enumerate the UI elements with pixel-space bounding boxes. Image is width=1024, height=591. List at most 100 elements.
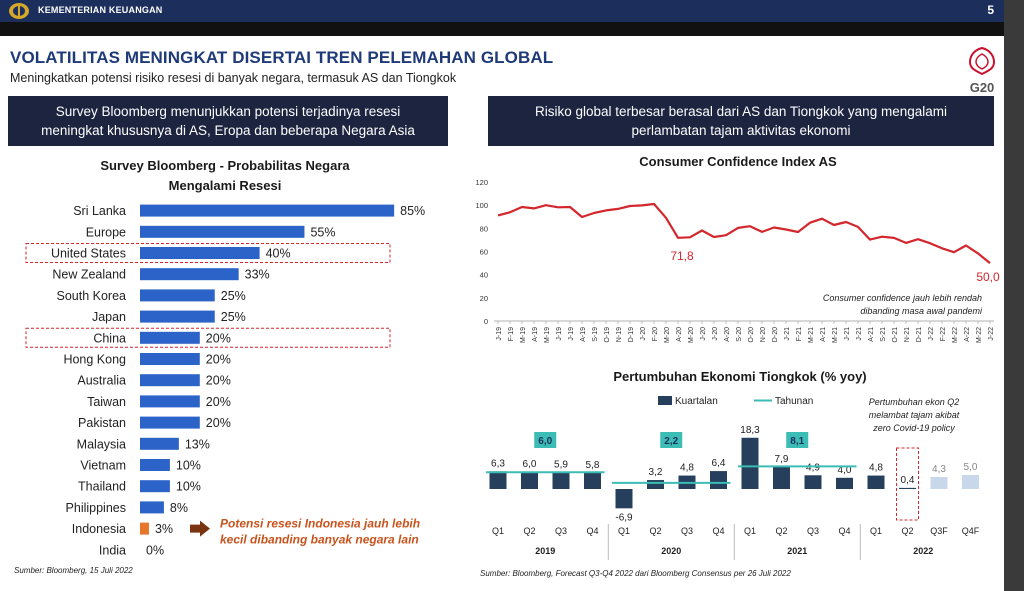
highlight-box: [25, 243, 391, 263]
y-tick-label: 20: [480, 294, 488, 303]
x-tick-label: M-19: [520, 327, 527, 343]
quarterly-bar: [710, 471, 727, 489]
quarterly-bar: [647, 480, 664, 489]
x-tick-label: D-20: [772, 327, 779, 342]
bar: [140, 310, 215, 323]
g20-logo-text: G20: [970, 80, 995, 95]
year-label: 2019: [535, 546, 555, 556]
quarterly-value-label: 4,8: [680, 463, 694, 474]
value-label: 3%: [155, 522, 173, 536]
quarter-label: Q2: [901, 526, 913, 536]
x-tick-label: A-20: [724, 327, 731, 342]
source-left: Sumber: Bloomberg, 15 Juli 2022: [14, 566, 133, 575]
indonesia-annotation-line1: Potensi resesi Indonesia jauh lebih: [220, 517, 420, 531]
x-tick-label: A-21: [868, 327, 875, 342]
low-2020-label: 71,8: [670, 249, 694, 263]
x-tick-label: A-20: [676, 327, 683, 342]
recession-chart-title-line2: Mengalami Resesi: [168, 178, 282, 193]
g20-logo: G20: [968, 46, 996, 95]
x-tick-label: J-20: [712, 327, 719, 341]
category-label: India: [99, 543, 126, 557]
left-banner: Survey Bloomberg menunjukkan potensi ter…: [8, 96, 448, 146]
bar: [140, 268, 239, 281]
x-tick-label: J-19: [496, 327, 503, 341]
quarter-label: Q3: [807, 526, 819, 536]
x-tick-label: F-20: [652, 327, 659, 342]
quarterly-value-label: 4,3: [932, 464, 946, 475]
x-tick-label: J-21: [844, 327, 851, 341]
quarterly-value-label: -6,9: [615, 512, 633, 523]
x-tick-label: O-21: [892, 327, 899, 343]
quarter-label: Q1: [492, 526, 504, 536]
annual-label-box: [660, 432, 683, 448]
bar: [140, 331, 200, 344]
value-label: 10%: [176, 459, 201, 473]
category-label: New Zealand: [52, 268, 126, 282]
annual-value-label: 2,2: [664, 436, 678, 447]
quarterly-bar: [741, 437, 759, 489]
value-label: 20%: [206, 395, 231, 409]
quarter-label: Q1: [744, 526, 756, 536]
china-growth-chart: Kuartalan Tahunan Pertumbuhan ekon Q2 melam…: [486, 396, 980, 560]
category-label: Pakistan: [78, 416, 126, 430]
category-label: Europe: [86, 225, 126, 239]
q2-2022-highlight-box: [896, 447, 919, 521]
x-tick-label: M-21: [808, 327, 815, 343]
quarterly-value-label: 7,9: [775, 454, 789, 465]
quarter-label: Q3: [681, 526, 693, 536]
quarterly-value-label: 6,4: [712, 458, 726, 469]
x-tick-label: M-20: [664, 327, 671, 343]
bar: [140, 395, 200, 408]
page-subtitle: Meningkatkan potensi risiko resesi di ba…: [10, 71, 457, 85]
x-tick-label: N-21: [904, 327, 911, 342]
quarter-label: Q2: [649, 526, 661, 536]
right-banner-line1: Risiko global terbesar berasal dari AS d…: [535, 104, 947, 119]
quarterly-bar: [521, 472, 538, 489]
quarter-label: Q4: [586, 526, 598, 536]
x-tick-label: M-21: [832, 327, 839, 343]
category-label: Philippines: [66, 501, 126, 515]
quarter-label: Q4: [712, 526, 724, 536]
bar: [140, 416, 200, 429]
quarter-label: Q4F: [962, 526, 980, 536]
annual-value-label: 8,1: [790, 436, 804, 447]
bar: [140, 289, 215, 302]
value-label: 55%: [310, 225, 335, 239]
x-tick-label: J-21: [856, 327, 863, 341]
bar: [140, 374, 200, 387]
quarterly-value-label: 5,8: [586, 460, 600, 471]
quarter-label: Q3F: [930, 526, 948, 536]
value-label: 8%: [170, 501, 188, 515]
x-tick-label: S-19: [592, 327, 599, 342]
bar: [140, 225, 305, 238]
quarterly-value-label: 6,3: [491, 458, 505, 469]
category-label: Taiwan: [87, 395, 126, 409]
ministry-name: KEMENTERIAN KEUANGAN: [38, 5, 163, 15]
quarterly-value-label: 5,9: [554, 459, 568, 470]
arrow-icon: [190, 520, 210, 537]
y-tick-label: 100: [475, 201, 488, 210]
cci-chart-title: Consumer Confidence Index AS: [639, 154, 837, 169]
quarter-label: Q4: [838, 526, 850, 536]
legend-quarterly-swatch: [658, 396, 672, 405]
value-label: 13%: [185, 437, 210, 451]
quarterly-bar: [899, 487, 916, 489]
x-tick-label: A-21: [820, 327, 827, 342]
category-label: Vietnam: [80, 459, 126, 473]
bar: [140, 204, 395, 217]
x-tick-label: A-22: [964, 327, 971, 342]
category-label: Malaysia: [77, 437, 126, 451]
y-tick-label: 60: [480, 248, 488, 257]
quarterly-bar: [930, 476, 948, 489]
x-tick-label: J-21: [784, 327, 791, 341]
legend-annual-label: Tahunan: [775, 396, 813, 407]
quarter-label: Q1: [870, 526, 882, 536]
value-label: 20%: [206, 416, 231, 430]
x-tick-label: N-20: [760, 327, 767, 342]
annual-value-label: 6,0: [538, 436, 552, 447]
value-label: 20%: [206, 353, 231, 367]
x-tick-label: D-21: [916, 327, 923, 342]
screen-edge: [1004, 0, 1024, 591]
category-label: Sri Lanka: [73, 204, 126, 218]
value-label: 20%: [206, 331, 231, 345]
